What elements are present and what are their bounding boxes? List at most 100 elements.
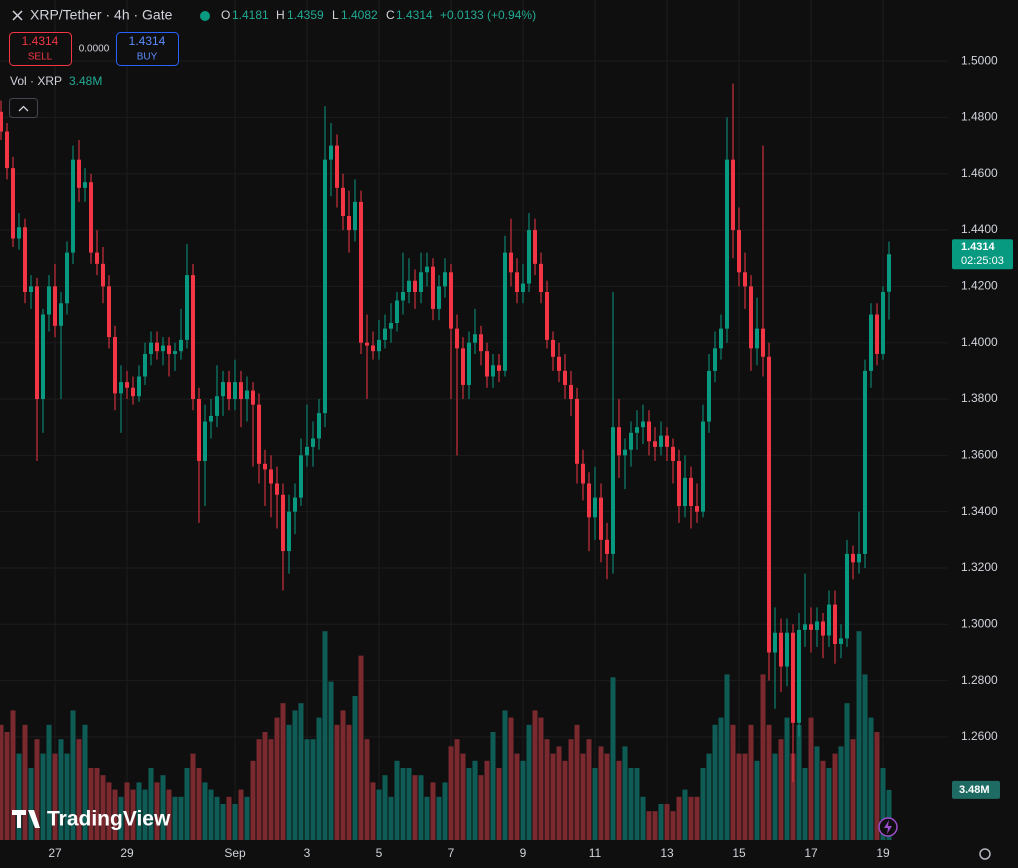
volume-bar: [394, 760, 400, 840]
candle-body: [191, 275, 195, 400]
ohlc-key: O: [221, 8, 230, 22]
candle-body: [521, 283, 525, 293]
y-tick-label: 1.3400: [961, 504, 998, 518]
candle-body: [179, 339, 183, 352]
volume-bar: [658, 804, 664, 840]
symbol-title[interactable]: XRP/Tether · 4h · Gate: [30, 7, 173, 23]
volume-bar: [28, 768, 34, 840]
candle-body: [569, 384, 573, 400]
logo-icon[interactable]: [12, 810, 40, 828]
ohlc-value: 1.4314: [396, 8, 433, 22]
volume-bar: [562, 760, 568, 840]
volume-bar: [586, 739, 592, 840]
buy-label: BUY: [137, 52, 158, 63]
volume-bar: [40, 753, 46, 840]
volume-bar: [4, 732, 10, 840]
candle-body: [515, 272, 519, 293]
candle-body: [443, 272, 447, 287]
collapse-button[interactable]: [9, 98, 38, 118]
last-price-label: 1.4314: [961, 241, 996, 253]
volume-last-label: 3.48M: [959, 784, 990, 796]
logo-text[interactable]: TradingView: [47, 808, 171, 831]
candle-body: [653, 441, 657, 447]
candle-body: [635, 427, 639, 433]
settings-button[interactable]: [979, 848, 991, 860]
candle-body: [137, 376, 141, 397]
volume-bar: [790, 753, 796, 840]
candle-body: [263, 463, 267, 470]
market-status-dot[interactable]: [200, 11, 210, 21]
volume-bar: [646, 811, 652, 840]
volume-bar: [148, 768, 154, 840]
candle-body: [563, 370, 567, 385]
volume-bar: [490, 732, 496, 840]
candle-body: [839, 638, 843, 645]
volume-bar: [736, 753, 742, 840]
candle-body: [167, 345, 171, 354]
candle-body: [161, 345, 165, 352]
candle-body: [209, 415, 213, 422]
candle-body: [869, 314, 873, 371]
candle-body: [671, 446, 675, 461]
volume-bar: [688, 796, 694, 840]
candle-body: [713, 348, 717, 371]
x-tick-label: 3: [304, 846, 311, 860]
candle-body: [347, 215, 351, 231]
volume-bar: [196, 768, 202, 840]
volume-bar: [184, 768, 190, 840]
candle-body: [605, 539, 609, 554]
candle-body: [779, 632, 783, 667]
volume-bar: [34, 739, 40, 840]
candle-body: [707, 370, 711, 422]
candle-body: [413, 280, 417, 293]
candle-body: [401, 292, 405, 301]
candle-body: [743, 272, 747, 287]
volume-bar: [628, 768, 634, 840]
candle-body: [371, 345, 375, 352]
volume-bar: [382, 775, 388, 840]
volume-bar: [364, 739, 370, 840]
candle-body: [887, 254, 891, 292]
candle-body: [617, 427, 621, 456]
volume-bar: [88, 768, 94, 840]
volume-bar: [880, 768, 886, 840]
candle-body: [101, 263, 105, 287]
volume-bar: [712, 724, 718, 840]
candle-body: [491, 365, 495, 377]
volume-bar: [520, 760, 526, 840]
candle-body: [545, 292, 549, 340]
volume-bar: [496, 768, 502, 840]
buy-button[interactable]: [116, 32, 179, 66]
candle-body: [35, 286, 39, 400]
sell-button[interactable]: [9, 32, 72, 66]
volume-bar: [556, 746, 562, 840]
candle-body: [689, 477, 693, 507]
x-tick-label: 9: [520, 846, 527, 860]
candle-body: [587, 483, 591, 518]
ohlc-value: 1.4359: [287, 8, 324, 22]
volume-bar: [412, 775, 418, 840]
candle-body: [803, 624, 807, 630]
volume-bar: [886, 789, 892, 840]
candle-body: [809, 624, 813, 630]
candle-body: [629, 432, 633, 450]
candle-body: [881, 292, 885, 354]
volume-bar: [676, 796, 682, 840]
volume-bar: [802, 768, 808, 840]
volume-bar: [616, 760, 622, 840]
volume-bar: [508, 717, 514, 840]
close-icon[interactable]: [12, 10, 23, 21]
y-tick-label: 1.4400: [961, 222, 998, 236]
volume-bar: [232, 804, 238, 840]
candle-body: [725, 159, 729, 329]
volume-bar: [832, 753, 838, 840]
overlay: XRP/Tether · 4h · Gate O 1.4181 H 1.4359…: [9, 7, 1013, 860]
volume-bar: [814, 746, 820, 840]
volume-bar: [214, 796, 220, 840]
volume-bar: [826, 768, 832, 840]
candle-body: [485, 351, 489, 377]
volume-bar: [94, 768, 100, 840]
candle-body: [173, 351, 177, 354]
volume-bar: [844, 703, 850, 840]
candle-body: [203, 421, 207, 461]
